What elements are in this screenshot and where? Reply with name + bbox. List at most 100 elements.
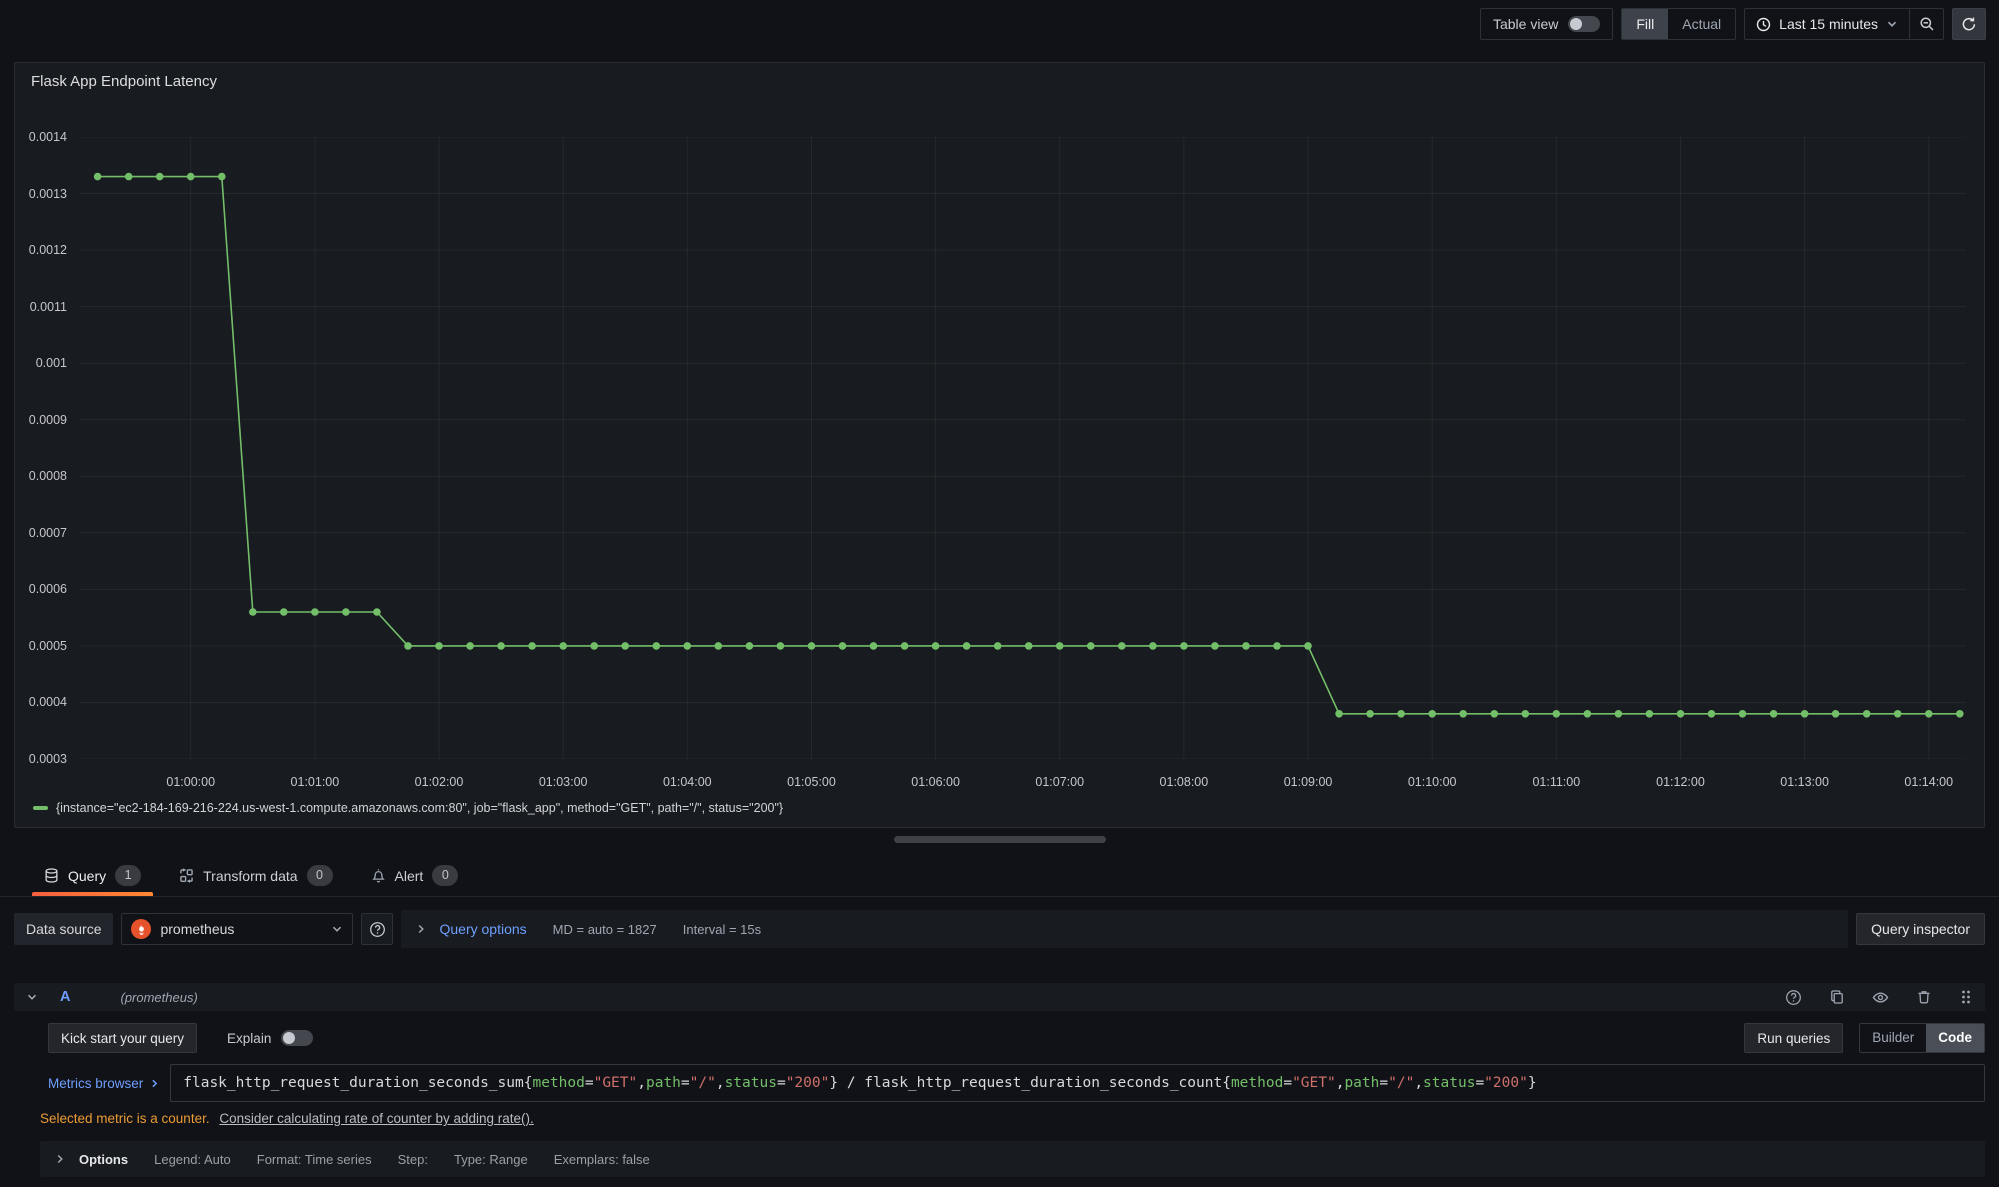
datasource-name: prometheus xyxy=(160,921,234,937)
x-tick-label: 01:09:00 xyxy=(1284,775,1333,789)
data-point xyxy=(1832,710,1840,718)
chevron-right-icon xyxy=(415,923,427,935)
promql-expression-input[interactable]: flask_http_request_duration_seconds_sum{… xyxy=(170,1064,1985,1102)
duplicate-query-icon[interactable] xyxy=(1829,989,1845,1005)
query-options-bar[interactable]: Query options MD = auto = 1827 Interval … xyxy=(401,910,1848,948)
chart-legend[interactable]: {instance="ec2-184-169-216-224.us-west-1… xyxy=(33,801,783,815)
tab-alert-count-badge: 0 xyxy=(432,865,458,886)
panel-resize-handle[interactable] xyxy=(894,836,1106,843)
data-point xyxy=(932,642,940,650)
code-button[interactable]: Code xyxy=(1926,1024,1984,1052)
data-point xyxy=(528,642,536,650)
query-datasource-hint: (prometheus) xyxy=(120,990,197,1005)
tab-transform-data[interactable]: Transform data 0 xyxy=(165,855,346,896)
query-options-summary-bar[interactable]: Options Legend: Auto Format: Time series… xyxy=(40,1141,1985,1177)
bell-icon xyxy=(371,868,386,883)
data-point xyxy=(1584,710,1592,718)
editor-tabs: Query 1 Transform data 0 Alert 0 xyxy=(0,855,1999,897)
y-tick-label: 0.0009 xyxy=(29,413,67,427)
refresh-button[interactable] xyxy=(1952,8,1986,40)
data-point xyxy=(1211,642,1219,650)
datasource-row: Data source prometheus Query options MD … xyxy=(14,910,1985,948)
data-point xyxy=(746,642,754,650)
transform-icon xyxy=(179,868,194,883)
warning-rate-link[interactable]: Consider calculating rate of counter by … xyxy=(219,1111,533,1126)
type-option: Type: Range xyxy=(454,1152,528,1167)
data-point xyxy=(435,642,443,650)
data-point xyxy=(94,173,102,181)
kick-start-query-button[interactable]: Kick start your query xyxy=(48,1023,197,1053)
zoom-out-button[interactable] xyxy=(1909,9,1943,39)
plot-area[interactable] xyxy=(79,137,1966,759)
data-point xyxy=(1366,710,1374,718)
data-point xyxy=(1428,710,1436,718)
explain-toggle[interactable] xyxy=(281,1030,313,1046)
database-icon xyxy=(44,868,59,883)
metrics-browser-label: Metrics browser xyxy=(48,1076,143,1091)
drag-handle-icon[interactable] xyxy=(1959,989,1973,1005)
query-help-icon[interactable] xyxy=(1785,989,1802,1006)
run-queries-button[interactable]: Run queries xyxy=(1744,1023,1843,1053)
data-point xyxy=(1863,710,1871,718)
query-options-label[interactable]: Query options xyxy=(439,921,526,937)
tab-query-count-badge: 1 xyxy=(115,865,141,886)
data-point xyxy=(249,608,257,616)
data-point xyxy=(1118,642,1126,650)
actual-button[interactable]: Actual xyxy=(1668,9,1735,39)
collapse-chevron-icon[interactable] xyxy=(26,991,38,1003)
tab-query-label: Query xyxy=(68,868,106,884)
x-tick-label: 01:04:00 xyxy=(663,775,712,789)
x-tick-label: 01:10:00 xyxy=(1408,775,1457,789)
tab-query[interactable]: Query 1 xyxy=(30,855,155,896)
data-point xyxy=(870,642,878,650)
x-tick-label: 01:06:00 xyxy=(911,775,960,789)
zoom-out-icon xyxy=(1919,16,1935,32)
latency-panel: Flask App Endpoint Latency 0.00030.00040… xyxy=(14,62,1985,828)
hide-response-eye-icon[interactable] xyxy=(1872,989,1889,1006)
remove-query-trash-icon[interactable] xyxy=(1916,989,1932,1005)
prometheus-icon xyxy=(131,919,151,939)
query-field-row: Metrics browser flask_http_request_durat… xyxy=(48,1064,1985,1102)
y-tick-label: 0.0006 xyxy=(29,582,67,596)
data-point xyxy=(342,608,350,616)
x-tick-label: 01:02:00 xyxy=(415,775,464,789)
data-point xyxy=(653,642,661,650)
data-point xyxy=(280,608,288,616)
x-axis: 01:00:0001:01:0001:02:0001:03:0001:04:00… xyxy=(79,771,1966,791)
data-point xyxy=(1925,710,1933,718)
data-point xyxy=(808,642,816,650)
datasource-select[interactable]: prometheus xyxy=(121,913,353,945)
data-point xyxy=(1180,642,1188,650)
max-data-points-text: MD = auto = 1827 xyxy=(553,922,657,937)
x-tick-label: 01:07:00 xyxy=(1035,775,1084,789)
options-label[interactable]: Options xyxy=(79,1152,128,1167)
fill-button[interactable]: Fill xyxy=(1622,9,1668,39)
datasource-help-button[interactable] xyxy=(361,913,393,945)
data-point xyxy=(1646,710,1654,718)
data-point xyxy=(559,642,567,650)
metrics-browser-button[interactable]: Metrics browser xyxy=(48,1076,160,1091)
data-point xyxy=(963,642,971,650)
time-range-picker[interactable]: Last 15 minutes xyxy=(1745,16,1909,32)
x-tick-label: 01:00:00 xyxy=(166,775,215,789)
explain-label: Explain xyxy=(227,1031,271,1046)
data-point xyxy=(1242,642,1250,650)
data-point xyxy=(1459,710,1467,718)
counter-warning: Selected metric is a counter. Consider c… xyxy=(40,1111,1985,1126)
explain-control: Explain xyxy=(227,1030,313,1046)
tab-transform-label: Transform data xyxy=(203,868,297,884)
x-tick-label: 01:05:00 xyxy=(787,775,836,789)
toggle-knob xyxy=(283,1032,295,1044)
builder-button[interactable]: Builder xyxy=(1860,1024,1926,1052)
data-point xyxy=(590,642,598,650)
query-inspector-button[interactable]: Query inspector xyxy=(1856,913,1985,945)
legend-series-label: {instance="ec2-184-169-216-224.us-west-1… xyxy=(56,801,783,815)
y-tick-label: 0.001 xyxy=(36,356,67,370)
data-point xyxy=(1056,642,1064,650)
fill-actual-segment: Fill Actual xyxy=(1621,8,1736,40)
x-tick-label: 01:08:00 xyxy=(1160,775,1209,789)
query-ref-id[interactable]: A xyxy=(60,989,70,1005)
tab-alert[interactable]: Alert 0 xyxy=(357,855,473,896)
table-view-toggle[interactable] xyxy=(1568,16,1600,32)
interval-text: Interval = 15s xyxy=(683,922,761,937)
